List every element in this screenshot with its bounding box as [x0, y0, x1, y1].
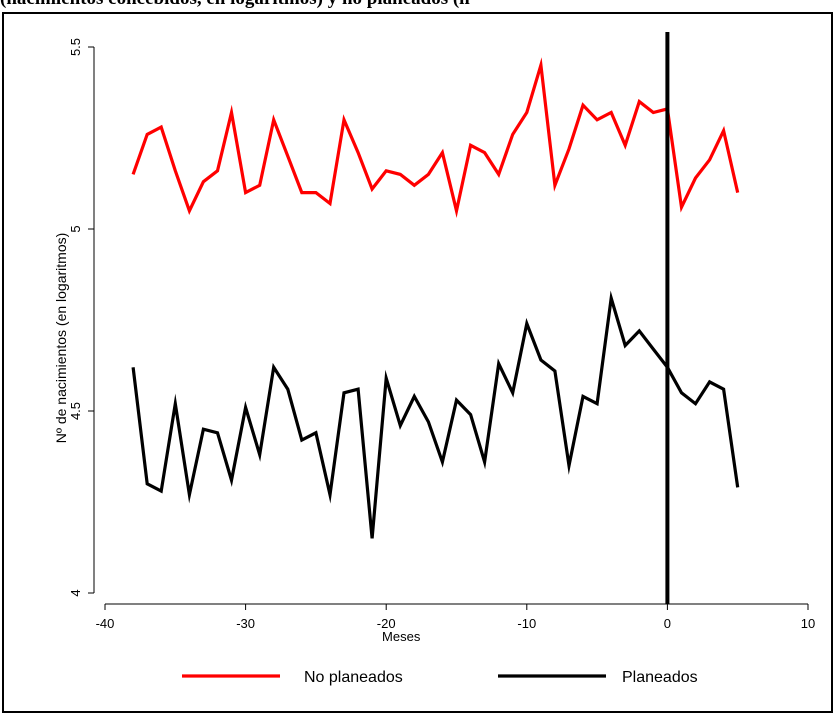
x-tick-label: 0	[664, 616, 671, 631]
x-tick-label: 10	[801, 616, 815, 631]
chart-frame	[2, 12, 833, 713]
series-layer	[131, 57, 740, 539]
y-axis-label: Nº de nacimientos (en logaritmos)	[53, 233, 69, 444]
y-tick-label: 5.5	[68, 38, 83, 56]
legend: No planeados Planeados	[182, 669, 698, 686]
series-line-planeados	[131, 290, 740, 539]
x-tick-label: -10	[517, 616, 536, 631]
y-tick-label: 4.5	[68, 402, 83, 420]
y-tick-label: 5	[68, 225, 83, 232]
x-tick-label: -30	[236, 616, 255, 631]
y-tick-label: 4	[68, 589, 83, 596]
legend-label: No planeados	[304, 669, 403, 686]
series-line-no-planeados	[131, 57, 740, 218]
axes: -40 -30 -20 -10 0 10 4 4.5 5 5.5	[68, 38, 815, 631]
legend-label: Planeados	[622, 669, 698, 686]
x-tick-label: -40	[96, 616, 115, 631]
x-axis-label: Meses	[382, 629, 421, 644]
figure-caption: (nacimientos concebidos, en logaritmos) …	[0, 0, 838, 12]
x-tick-label: -20	[377, 616, 396, 631]
